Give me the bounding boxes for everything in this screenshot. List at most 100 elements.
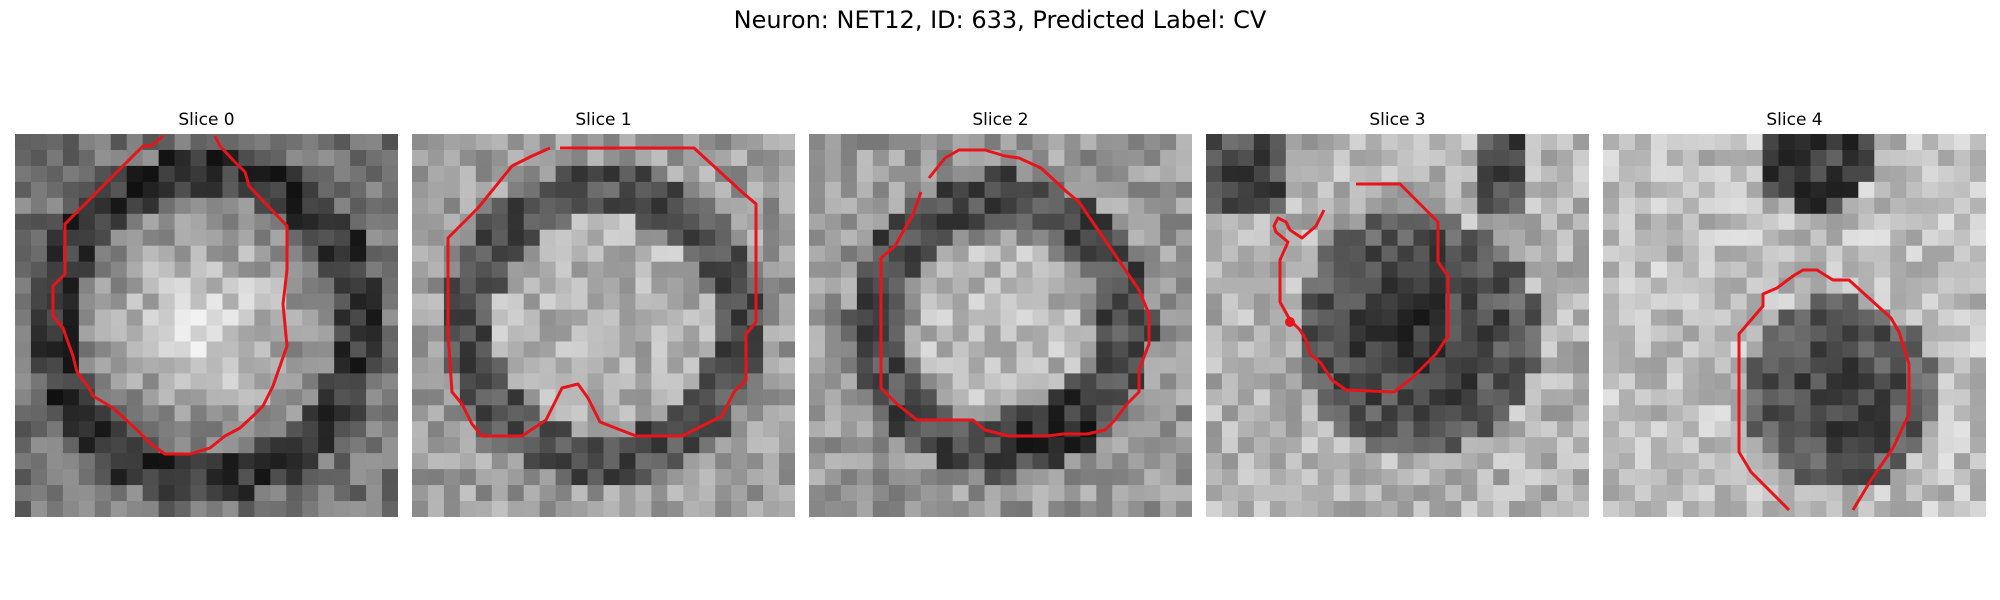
pixel — [475, 149, 493, 167]
pixel — [459, 357, 477, 374]
pixel — [1634, 405, 1652, 422]
pixel — [222, 197, 240, 215]
pixel — [142, 213, 160, 231]
pixel — [1048, 277, 1065, 295]
pixel — [1144, 261, 1161, 279]
pixel — [779, 469, 795, 486]
pixel — [318, 134, 335, 151]
pixel — [523, 453, 541, 470]
pixel — [1493, 261, 1510, 279]
pixel — [1349, 181, 1367, 199]
pixel — [334, 325, 351, 343]
pixel — [1618, 134, 1636, 151]
pixel — [1445, 325, 1462, 343]
pixel — [110, 197, 128, 215]
pixel — [1525, 197, 1542, 215]
pixel — [1253, 405, 1271, 422]
pixel — [1096, 389, 1113, 406]
pixel — [1714, 389, 1732, 406]
pixel — [1064, 469, 1081, 486]
pixel — [206, 501, 224, 517]
pixel — [731, 373, 748, 390]
pixel — [1922, 165, 1939, 183]
pixel — [1573, 357, 1589, 374]
pixel — [1381, 309, 1399, 327]
pixel — [1000, 165, 1018, 183]
pixel — [809, 357, 826, 374]
pixel — [904, 149, 922, 167]
pixel — [1333, 293, 1351, 311]
pixel — [206, 373, 224, 390]
pixel — [872, 213, 890, 231]
pixel — [587, 181, 605, 199]
pixel — [1317, 245, 1335, 263]
pixel — [809, 501, 826, 517]
pixel — [1746, 229, 1764, 247]
pixel — [1461, 245, 1478, 263]
pixel — [382, 134, 398, 151]
pixel — [78, 485, 96, 502]
pixel — [1618, 453, 1636, 470]
pixel — [747, 485, 764, 502]
pixel — [824, 213, 842, 231]
pixel — [1333, 245, 1351, 263]
pixel — [1333, 325, 1351, 343]
pixel — [1682, 261, 1700, 279]
pixel — [62, 293, 80, 311]
pixel — [587, 149, 605, 167]
pixel — [366, 181, 383, 199]
pixel — [459, 389, 477, 406]
pixel — [366, 261, 383, 279]
pixel — [1922, 453, 1939, 470]
pixel — [1349, 245, 1367, 263]
pixel — [206, 453, 224, 470]
pixel — [1874, 469, 1891, 486]
pixel — [1698, 277, 1716, 295]
pixel — [555, 341, 573, 359]
pixel — [1650, 277, 1668, 295]
pixel — [1730, 501, 1748, 517]
pixel — [571, 165, 589, 183]
pixel — [1557, 389, 1574, 406]
pixel — [1461, 357, 1478, 374]
pixel — [1810, 453, 1828, 470]
pixel — [1397, 325, 1415, 343]
pixel — [1618, 405, 1636, 422]
pixel — [1285, 197, 1303, 215]
pixel — [904, 245, 922, 263]
pixel — [110, 437, 128, 454]
pixel — [1016, 165, 1034, 183]
pixel — [1269, 165, 1287, 183]
pixel — [427, 293, 445, 311]
pixel — [872, 437, 890, 454]
pixel — [1922, 389, 1939, 406]
pixel — [507, 357, 525, 374]
pixel — [1810, 437, 1828, 454]
pixel — [174, 134, 192, 151]
pixel — [1365, 229, 1383, 247]
pixel — [1381, 245, 1399, 263]
pixel — [1237, 245, 1255, 263]
pixel — [190, 197, 208, 215]
pixel — [856, 213, 874, 231]
pixel — [1810, 134, 1828, 151]
pixel — [1874, 181, 1891, 199]
pixel — [587, 437, 605, 454]
pixel — [222, 485, 240, 502]
pixel — [1682, 325, 1700, 343]
pixel — [1032, 421, 1049, 438]
pixel — [427, 437, 445, 454]
pixel — [1032, 261, 1049, 279]
pixel — [1016, 213, 1034, 231]
pixel — [635, 277, 652, 295]
pixel — [94, 245, 112, 263]
pixel — [555, 165, 573, 183]
pixel — [1698, 165, 1716, 183]
pixel — [1634, 245, 1652, 263]
pixel — [142, 245, 160, 263]
pixel — [1746, 213, 1764, 231]
pixel — [222, 437, 240, 454]
pixel — [1016, 293, 1034, 311]
pixel — [1557, 405, 1574, 422]
pixel — [683, 245, 700, 263]
